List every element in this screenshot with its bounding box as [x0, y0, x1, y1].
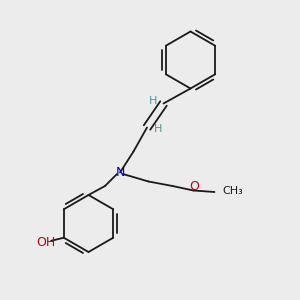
Text: H: H	[154, 124, 163, 134]
Text: OH: OH	[36, 236, 56, 249]
Text: N: N	[115, 166, 125, 179]
Text: H: H	[149, 95, 157, 106]
Text: CH₃: CH₃	[222, 185, 243, 196]
Text: O: O	[190, 179, 199, 193]
